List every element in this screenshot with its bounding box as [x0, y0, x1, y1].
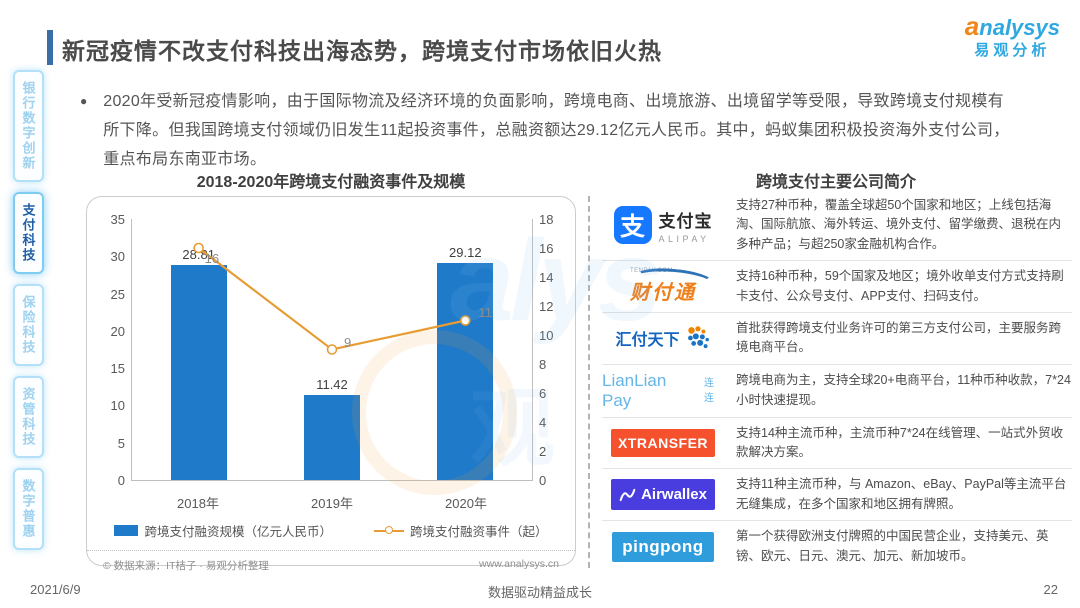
chart-source-row: © 数据来源：IT桔子 · 易观分析整理 www.analysys.cn [87, 550, 575, 573]
chart-title: 2018-2020年跨境支付融资事件及规模 [196, 174, 466, 191]
bullet-icon: ● [80, 94, 88, 108]
company-desc: 支持11种主流币种，与 Amazon、eBay、PayPal等主流平台无缝集成，… [736, 477, 1067, 511]
company-desc: 支持14种主流币种，主流币种7*24在线管理、一站式外贸收款解决方案。 [736, 425, 1064, 459]
bar-value-label: 29.12 [449, 244, 482, 260]
logo-chinese-name: 易观分析 [974, 41, 1051, 59]
table-row-xtransfer: XTRANSFER 支持14种主流币种，主流币种7*24在线管理、一站式外贸收款… [602, 416, 1072, 469]
page-number: 22 [1043, 582, 1058, 597]
intro-paragraph: ● 2020年受新冠疫情影响，由于国际物流及经济环境的负面影响，跨境电商、出境旅… [80, 88, 1010, 174]
sidebar-item-payment-tech[interactable]: 支付科技 [12, 192, 44, 274]
bar-column-2019: 11.42 [265, 219, 398, 480]
chart-legend: 跨境支付融资规模（亿元人民币） 跨境支付融资事件（起） [87, 521, 575, 540]
bar-2020 [437, 262, 494, 480]
bar-2019 [303, 394, 360, 480]
lianlian-logo: LianLian Pay 连连 [602, 370, 715, 410]
page-title: 新冠疫情不改支付科技出海态势，跨境支付市场依旧火热 [62, 38, 662, 64]
company-desc: 跨境电商为主，支持全球20+电商平台，11种币种收款，7*24 小时快速提现。 [736, 373, 1071, 407]
companies-table: 支 支付宝 ALIPAY 支持27种币种，覆盖全球超50个国家和地区；上线包括海… [602, 190, 1072, 572]
xtransfer-logo: XTRANSFER [602, 429, 724, 457]
pingpong-logo: pingpong [602, 531, 724, 562]
intro-text: 2020年受新冠疫情影响，由于国际物流及经济环境的负面影响，跨境电商、出境旅游、… [103, 93, 1010, 168]
legend-item-line: 跨境支付融资事件（起） [374, 521, 548, 540]
bar-2018 [170, 265, 227, 480]
sidebar-item-bank-digital-innovation[interactable]: 银行数字创新 [12, 70, 44, 182]
line-swatch-icon [374, 526, 404, 534]
bar-column-2020: 29.12 [399, 219, 532, 480]
bar-value-label: 28.81 [182, 247, 215, 263]
line-value-label: 16 [204, 251, 220, 266]
alipay-logo: 支 支付宝 ALIPAY [602, 206, 724, 245]
company-desc: 支持16种币种，59个国家及地区；境外收单支付方式支持刷卡支付、公众号支付、AP… [736, 269, 1064, 303]
sidebar-item-insurance-tech[interactable]: 保险科技 [12, 284, 44, 366]
table-row-lianlian: LianLian Pay 连连 跨境电商为主，支持全球20+电商平台，11种币种… [602, 363, 1072, 417]
events-line-series [193, 242, 471, 355]
bar-swatch-icon [114, 525, 139, 536]
sidebar-item-digital-inclusion[interactable]: 数字普惠 [12, 468, 44, 550]
alipay-icon: 支 [613, 206, 652, 245]
line-value-label: 9 [344, 334, 352, 350]
huifu-logo: 汇付天下 [602, 325, 724, 351]
source-note: © 数据来源：IT桔子 · 易观分析整理 [103, 560, 269, 572]
companies-title: 跨境支付主要公司简介 [755, 174, 916, 191]
company-desc: 第一个获得欧洲支付牌照的中国民营企业，支持美元、英镑、欧元、日元、澳元、加元、新… [736, 529, 1049, 563]
x-axis-labels: 2018年 2019年 2020年 [177, 496, 487, 511]
tenpay-logo: TENPAY.COM 财付通 [602, 265, 724, 305]
sidebar: 银行数字创新 支付科技 保险科技 资管科技 数字普惠 [8, 70, 48, 550]
company-desc: 支持27种币种，覆盖全球超50个国家和地区；上线包括海淘、国际航旅、海外转运、境… [736, 198, 1062, 251]
huifu-pinwheel-icon [687, 326, 709, 349]
legend-item-bar: 跨境支付融资规模（亿元人民币） [114, 521, 332, 540]
title-accent-bar [47, 30, 53, 65]
table-row-huifu: 汇付天下 首批获得跨境支付业务许可的第三方支付公司，主要服务跨境电商平台。 [602, 311, 1072, 364]
company-desc: 首批获得跨境支付业务许可的第三方支付公司，主要服务跨境电商平台。 [736, 320, 1062, 355]
sidebar-item-asset-mgmt-tech[interactable]: 资管科技 [12, 376, 44, 458]
table-row-tenpay: TENPAY.COM 财付通 支持16种币种，59个国家及地区；境外收单支付方式… [602, 260, 1072, 312]
slide-footer: 2021/6/9 数据驱动精益成长 22 [0, 582, 1080, 600]
plot-area: 28.81 11.42 29.12 16 [131, 219, 533, 481]
table-row-airwallex: Airwallex 支持11种主流币种，与 Amazon、eBay、PayPal… [602, 468, 1072, 520]
table-row-alipay: 支 支付宝 ALIPAY 支持27种币种，覆盖全球超50个国家和地区；上线包括海… [602, 190, 1072, 260]
bar-value-label: 11.42 [316, 376, 348, 392]
logo-wordmark: analysys [964, 11, 1060, 41]
source-link[interactable]: www.analysys.cn [479, 558, 559, 570]
footer-date: 2021/6/9 [30, 582, 81, 597]
bar-column-2018: 28.81 [132, 219, 265, 480]
section-divider [588, 196, 590, 568]
line-value-label: 11 [478, 304, 492, 320]
airwallex-mark-icon [619, 488, 636, 501]
table-row-pingpong: pingpong 第一个获得欧洲支付牌照的中国民营企业，支持美元、英镑、欧元、日… [602, 520, 1072, 572]
airwallex-logo: Airwallex [602, 479, 724, 511]
footer-slogan: 数据驱动精益成长 [487, 585, 592, 600]
analysys-logo: analysys 易观分析 [965, 12, 1060, 59]
